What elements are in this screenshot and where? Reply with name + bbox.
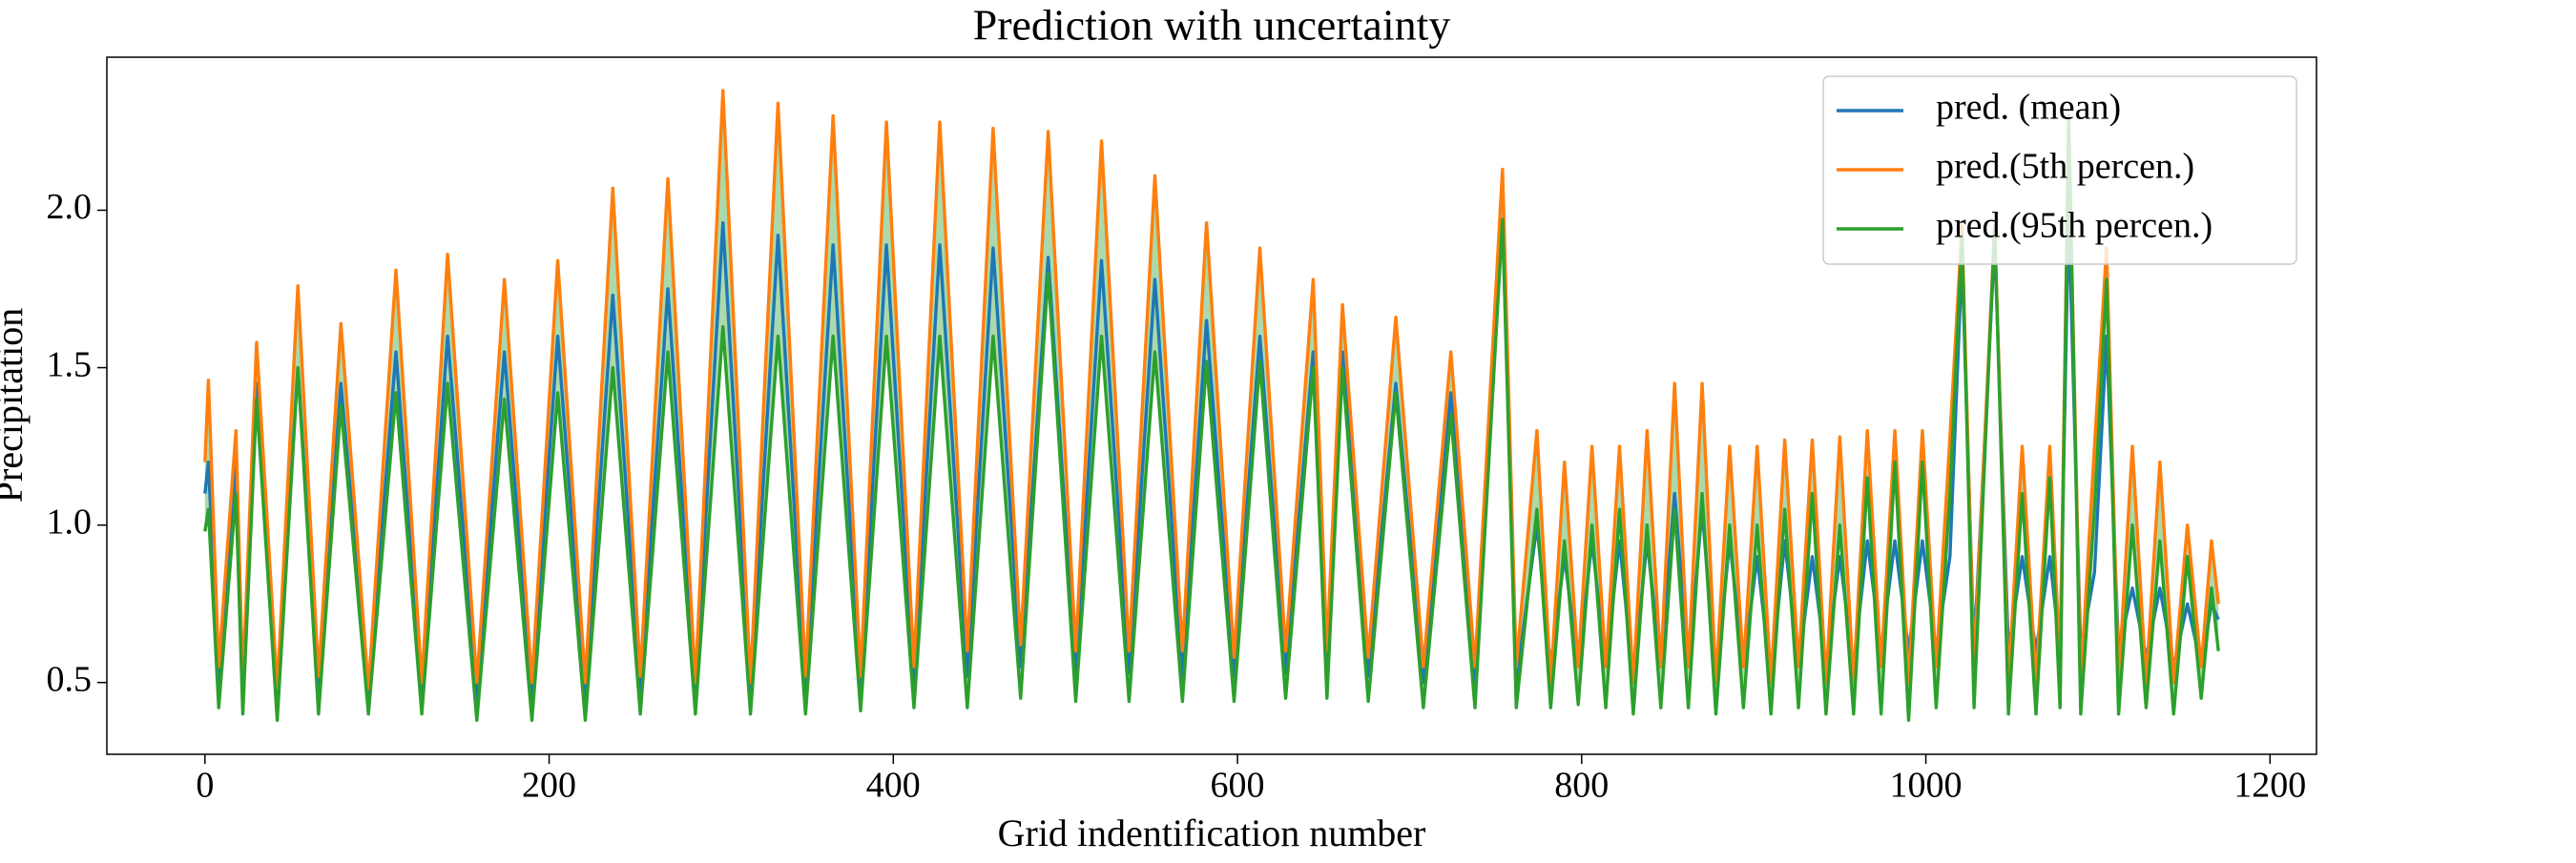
y-tick-label: 2.0 (47, 187, 93, 227)
x-tick-label: 600 (1211, 766, 1265, 806)
x-tick-label: 0 (196, 766, 214, 806)
chart-title: Prediction with uncertainty (973, 1, 1451, 50)
y-tick-label: 1.5 (47, 344, 93, 384)
plot-frame (106, 56, 2317, 755)
series-line (203, 113, 2220, 723)
legend-label: pred. (mean) (1936, 88, 2121, 128)
legend-label: pred.(95th percen.) (1936, 206, 2212, 246)
legend-box (1822, 75, 2297, 265)
y-axis-label: Precipitation (0, 308, 31, 503)
x-axis-label: Grid indentification number (998, 812, 1426, 854)
x-tick-label: 1200 (2233, 766, 2306, 806)
x-tick-label: 800 (1554, 766, 1609, 806)
y-tick-label: 1.0 (47, 502, 93, 542)
x-tick-label: 1000 (1890, 766, 1963, 806)
x-tick-label: 400 (866, 766, 921, 806)
legend-label: pred.(5th percen.) (1936, 147, 2194, 187)
plot-data (203, 89, 2220, 723)
x-tick-label: 200 (522, 766, 576, 806)
y-tick-label: 0.5 (47, 659, 93, 699)
